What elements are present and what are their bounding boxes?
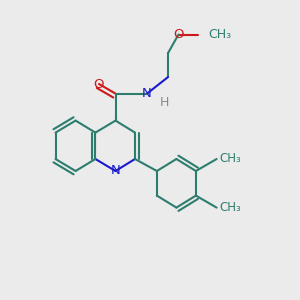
Text: H: H: [160, 95, 169, 109]
Text: N: N: [142, 87, 152, 100]
Text: CH₃: CH₃: [220, 152, 241, 166]
Text: N: N: [111, 164, 120, 178]
Text: O: O: [173, 28, 184, 41]
Text: CH₃: CH₃: [208, 28, 232, 41]
Text: O: O: [94, 77, 104, 91]
Text: CH₃: CH₃: [220, 201, 241, 214]
